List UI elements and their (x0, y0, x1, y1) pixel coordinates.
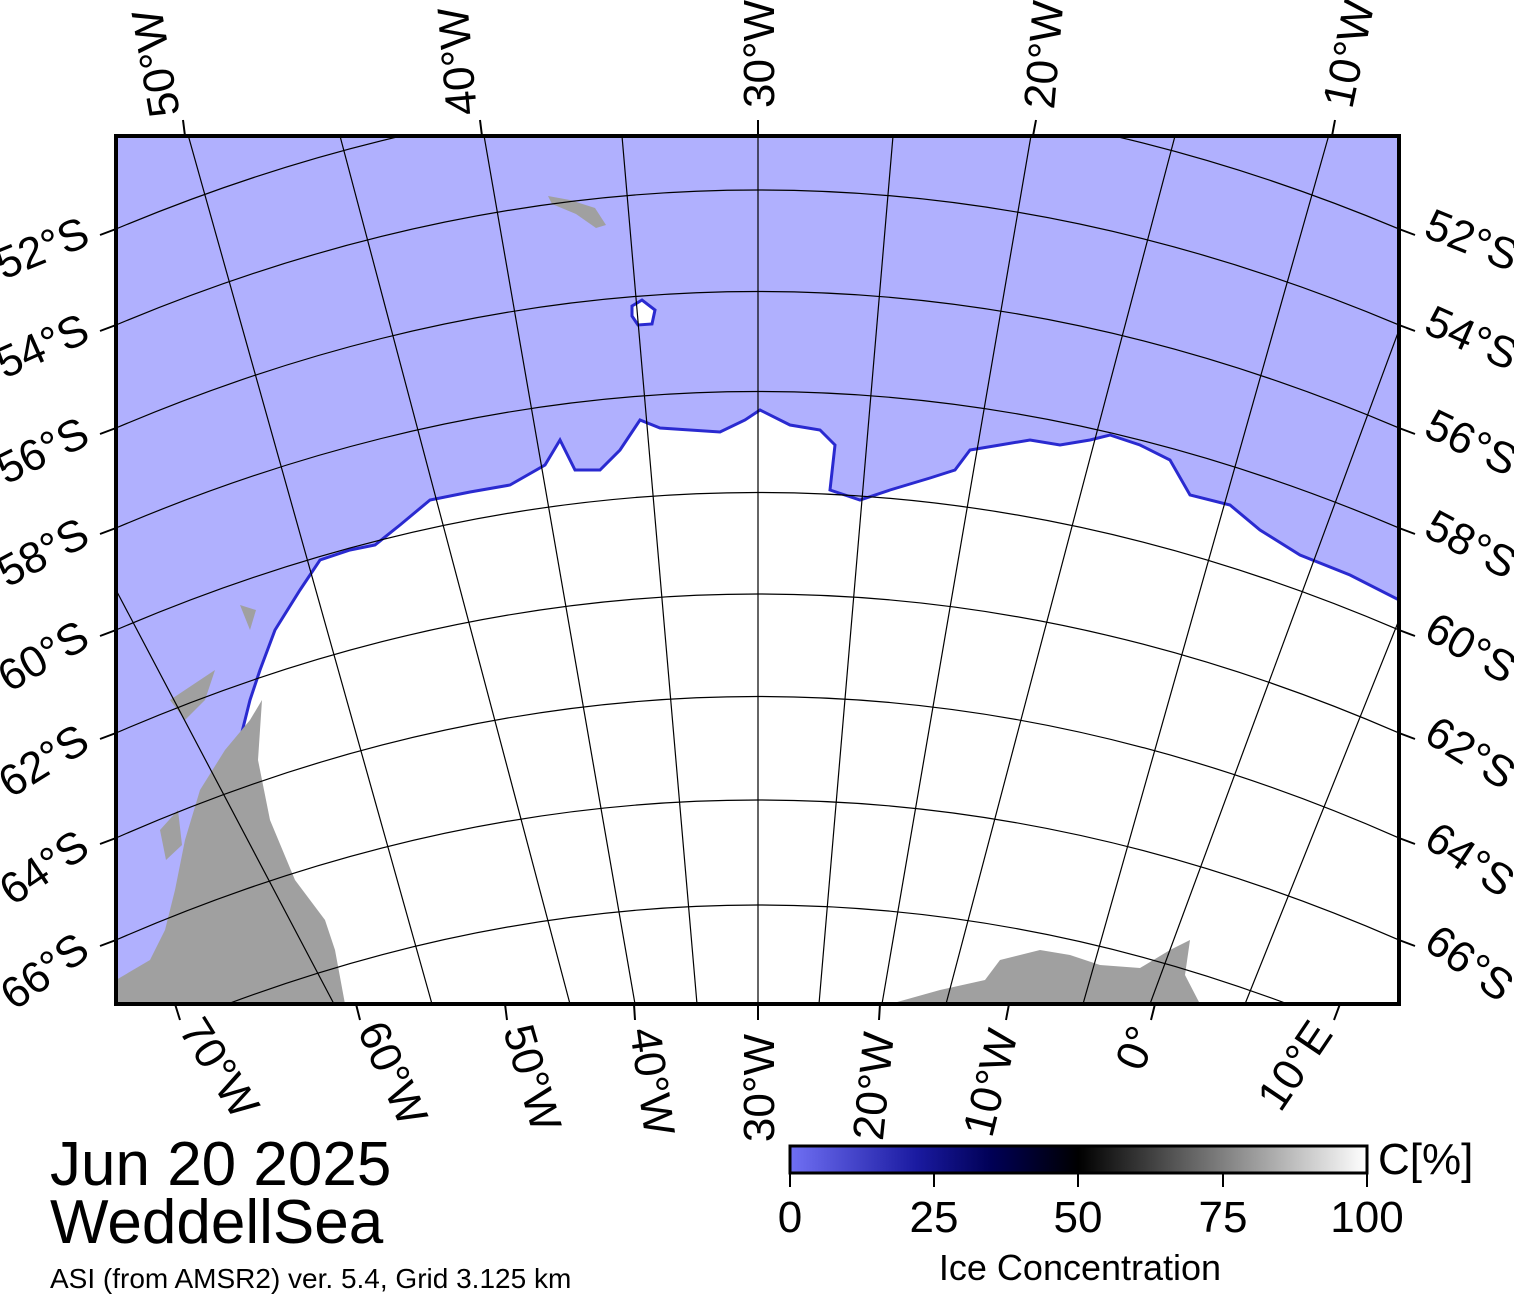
top-lon-label: 30°W (735, 0, 784, 108)
left-lat-label: 60°S (0, 611, 97, 701)
south-georgia-island (548, 196, 606, 228)
bottom-longitude-ticks (174, 1003, 1341, 1021)
left-lat-label: 56°S (0, 408, 96, 494)
bottom-lon-label: 20°W (844, 1029, 904, 1142)
left-lat-label: 52°S (0, 208, 96, 289)
left-lat-label: 64°S (0, 821, 98, 915)
colorbar-tick-label: 25 (909, 1193, 959, 1242)
colorbar-gradient (788, 1144, 1369, 1175)
left-lat-label: 66°S (0, 923, 98, 1019)
left-lat-label: 54°S (0, 304, 96, 388)
right-lat-label: 62°S (1417, 707, 1514, 799)
right-lat-label: 58°S (1417, 501, 1514, 589)
left-lat-label: 62°S (0, 715, 97, 807)
right-lat-label: 66°S (1416, 915, 1514, 1011)
colorbar (788, 1144, 1369, 1187)
peninsula-islands (160, 605, 256, 860)
top-lon-label: 50°W (123, 5, 190, 120)
left-latitude-ticks (99, 228, 117, 947)
region-label: WeddellSea (50, 1188, 384, 1257)
bottom-lon-label: 10°E (1248, 1012, 1342, 1119)
colorbar-unit-label: C[%] (1378, 1135, 1474, 1184)
sea-ice-area (238, 408, 1399, 1004)
right-lat-label: 56°S (1418, 400, 1514, 486)
right-lat-label: 60°S (1417, 603, 1514, 693)
bottom-lon-label: 40°W (620, 1025, 684, 1139)
right-lat-label: 64°S (1416, 813, 1514, 907)
graticule-meridians (116, 136, 1399, 1004)
left-latitude-labels: 52°S 54°S 56°S 58°S 60°S 62°S 64°S 66°S (0, 208, 98, 1020)
bottom-lon-label: 60°W (348, 1014, 437, 1133)
right-lat-label: 54°S (1418, 296, 1514, 380)
bottom-lon-label: 10°W (954, 1024, 1028, 1141)
colorbar-tick-label: 75 (1198, 1193, 1248, 1242)
top-longitude-ticks (182, 119, 1336, 137)
bottom-lon-label: 50°W (493, 1019, 570, 1137)
top-lon-label: 40°W (429, 5, 487, 117)
date-label: Jun 20 2025 (50, 1130, 392, 1199)
bottom-lon-label: 30°W (735, 1034, 784, 1143)
colorbar-title: Ice Concentration (938, 1247, 1222, 1288)
right-latitude-ticks (1398, 228, 1416, 947)
antarctic-peninsula-land (116, 700, 345, 1004)
right-latitude-labels: 52°S 54°S 56°S 58°S 60°S 62°S 64°S 66°S (1416, 200, 1514, 1012)
bottom-lon-label: 70°W (170, 1009, 269, 1127)
colorbar-tick-label: 50 (1053, 1193, 1103, 1242)
queen-maud-land-coast (890, 940, 1200, 1004)
source-label: ASI (from AMSR2) ver. 5.4, Grid 3.125 km (50, 1263, 572, 1294)
bottom-lon-label: 0° (1106, 1019, 1167, 1076)
colorbar-ticks (789, 1173, 1368, 1187)
right-lat-label: 52°S (1418, 200, 1514, 281)
top-lon-label: 10°W (1314, 0, 1384, 112)
map-panel (116, 136, 1399, 1004)
top-longitude-labels: 50°W 40°W 30°W 20°W 10°W (123, 0, 1385, 121)
left-lat-label: 58°S (0, 509, 97, 597)
bottom-longitude-labels: 70°W 60°W 50°W 40°W 30°W 20°W 10°W 0° 10… (170, 1009, 1343, 1142)
colorbar-tick-label: 0 (777, 1193, 803, 1242)
colorbar-tick-label: 100 (1330, 1193, 1404, 1242)
top-lon-label: 20°W (1015, 0, 1073, 111)
